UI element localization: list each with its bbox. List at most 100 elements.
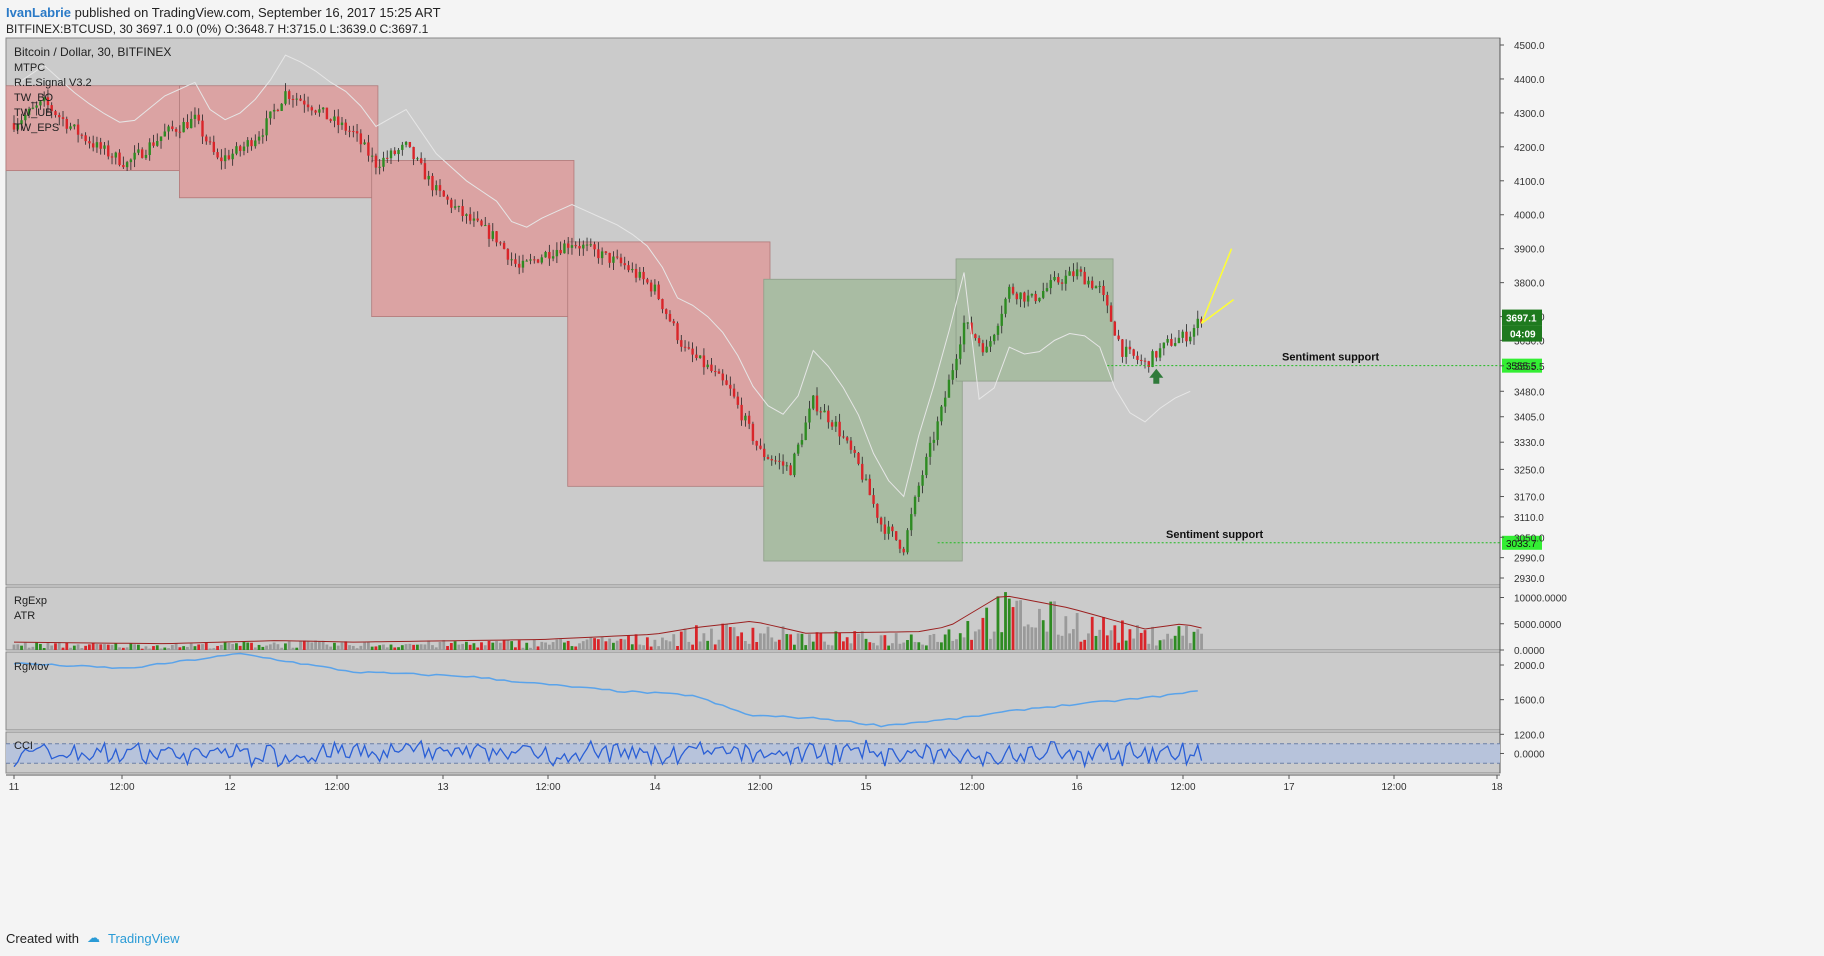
buy-arrow-icon bbox=[1149, 368, 1164, 384]
x-tick-label: 16 bbox=[1071, 782, 1083, 793]
candle bbox=[717, 368, 721, 374]
candle-body bbox=[993, 334, 996, 342]
volume-bar bbox=[174, 643, 178, 650]
volume-bar bbox=[42, 648, 46, 650]
support-label: Sentiment support bbox=[1166, 529, 1264, 541]
volume-bar bbox=[80, 648, 84, 650]
candle-body bbox=[35, 105, 38, 108]
y-tick-label: 3330.0 bbox=[1514, 438, 1545, 449]
candle bbox=[698, 355, 702, 359]
volume-bar bbox=[238, 645, 242, 650]
volume-bar bbox=[762, 633, 766, 650]
candle bbox=[129, 158, 133, 170]
candle-body bbox=[261, 135, 265, 137]
volume-bar bbox=[955, 639, 958, 650]
countdown-tag-text: 04:09 bbox=[1510, 330, 1536, 341]
candle-body bbox=[589, 244, 593, 246]
candle bbox=[476, 211, 479, 223]
candle-body bbox=[1015, 293, 1019, 300]
volume-bar bbox=[1071, 629, 1075, 650]
candle bbox=[472, 211, 476, 227]
candle bbox=[736, 391, 740, 409]
volume-bar bbox=[623, 639, 627, 650]
candle-body bbox=[521, 260, 525, 268]
candle bbox=[367, 134, 370, 162]
candle-body bbox=[91, 143, 95, 148]
volume-bar bbox=[1068, 633, 1071, 650]
tradingview-brand-link[interactable]: TradingView bbox=[107, 930, 180, 946]
volume-bar bbox=[649, 646, 653, 650]
candle bbox=[495, 230, 498, 247]
candle bbox=[73, 124, 76, 130]
cci-line bbox=[13, 739, 1203, 769]
candle bbox=[280, 103, 283, 112]
volume-bar bbox=[480, 642, 483, 650]
candle-body bbox=[970, 322, 973, 335]
candle bbox=[1136, 351, 1139, 365]
volume-bar bbox=[412, 644, 416, 650]
candle bbox=[491, 223, 494, 242]
candle-body bbox=[1079, 269, 1083, 272]
volume-bar bbox=[272, 642, 276, 650]
volume-bar bbox=[35, 642, 39, 650]
candle-body bbox=[1060, 282, 1064, 284]
volume-bar bbox=[16, 644, 20, 650]
candle bbox=[484, 216, 487, 227]
candle-body bbox=[42, 97, 46, 102]
candle bbox=[1023, 291, 1026, 308]
volume-bar bbox=[61, 647, 65, 650]
candle bbox=[69, 122, 72, 131]
candle-body bbox=[457, 206, 461, 208]
volume-bar bbox=[208, 648, 212, 650]
candle-body bbox=[555, 249, 559, 257]
volume-bar bbox=[1034, 627, 1038, 650]
volume-bar bbox=[1022, 626, 1026, 650]
y-tick-label: 3170.0 bbox=[1514, 493, 1545, 504]
candle bbox=[619, 253, 623, 267]
volume-bar bbox=[578, 643, 581, 650]
candle bbox=[642, 267, 645, 285]
candle bbox=[740, 397, 743, 426]
candle bbox=[220, 149, 223, 170]
volume-bar bbox=[928, 635, 932, 650]
candle-body bbox=[272, 109, 276, 112]
candle bbox=[959, 336, 962, 365]
y-tick-label: 2930.0 bbox=[1514, 574, 1545, 585]
candle bbox=[597, 242, 600, 264]
support-price-tag-text: 3555.5 bbox=[1506, 362, 1537, 373]
volume-bar bbox=[966, 621, 970, 650]
volume-bar bbox=[182, 646, 186, 650]
candle-body bbox=[499, 242, 502, 244]
candle-body bbox=[1049, 280, 1052, 289]
candle-body bbox=[502, 242, 506, 249]
candle bbox=[1132, 348, 1135, 359]
volume-bar bbox=[585, 639, 589, 650]
vol-y-tick-label: 5000.0000 bbox=[1514, 620, 1562, 631]
candle-body bbox=[386, 157, 389, 159]
candle bbox=[876, 503, 879, 524]
candle-body bbox=[1109, 305, 1113, 322]
volume-bar bbox=[502, 639, 506, 650]
candle-body bbox=[578, 245, 581, 249]
candle-body bbox=[291, 98, 295, 100]
volume-bar bbox=[977, 629, 981, 650]
candle bbox=[257, 131, 261, 145]
candle bbox=[450, 197, 453, 214]
pane-3-bg bbox=[5, 651, 1501, 731]
candle-body bbox=[1102, 285, 1105, 296]
volume-bar bbox=[815, 632, 819, 650]
candle bbox=[1057, 273, 1060, 285]
volume-bar bbox=[529, 647, 532, 650]
candle bbox=[1155, 350, 1158, 362]
author-link[interactable]: IvanLabrie bbox=[6, 5, 72, 20]
candle bbox=[156, 133, 159, 147]
candle bbox=[570, 237, 574, 255]
candle bbox=[95, 136, 99, 153]
candle bbox=[766, 454, 770, 460]
candle-body bbox=[925, 456, 928, 476]
candle-body bbox=[446, 196, 449, 200]
volume-bar bbox=[235, 643, 238, 650]
volume-bar bbox=[770, 637, 774, 650]
candle-body bbox=[966, 322, 970, 324]
